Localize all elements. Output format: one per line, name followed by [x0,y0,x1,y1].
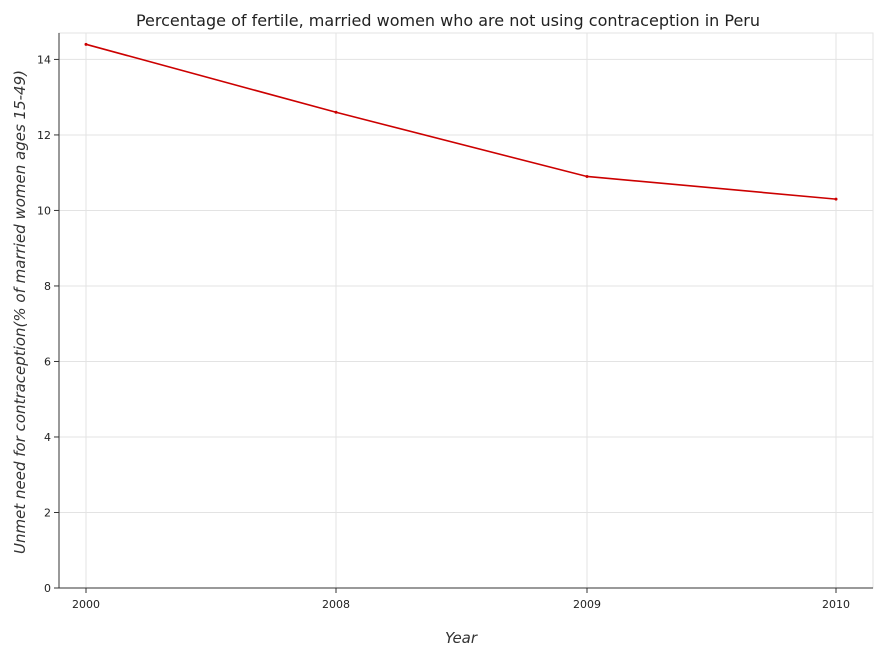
data-point [84,42,88,46]
y-tick-label: 2 [44,506,51,519]
y-tick-label: 4 [44,431,51,444]
y-tick-label: 14 [37,53,51,66]
series-line [85,43,837,200]
y-tick-label: 10 [37,204,51,217]
x-tick-label: 2010 [822,598,850,611]
chart-title: Percentage of fertile, married women who… [136,11,760,30]
y-tick-label: 0 [44,582,51,595]
y-tick-label: 12 [37,129,51,142]
grid-lines [58,32,874,589]
series-layer [84,42,838,201]
axes [54,33,873,593]
data-point [585,174,589,178]
tick-labels: 0 2 4 6 8 10 12 14 2000 2008 2009 2010 [37,53,850,611]
y-tick-label: 6 [44,355,51,368]
x-tick-label: 2009 [573,598,601,611]
y-tick-label: 8 [44,280,51,293]
y-axis-label: Unmet need for contraception(% of marrie… [11,70,29,554]
x-axis-label: Year [445,629,478,647]
x-tick-label: 2008 [322,598,350,611]
data-point [334,110,338,114]
data-point [834,197,838,201]
plot-area [58,32,874,589]
x-tick-label: 2000 [72,598,100,611]
